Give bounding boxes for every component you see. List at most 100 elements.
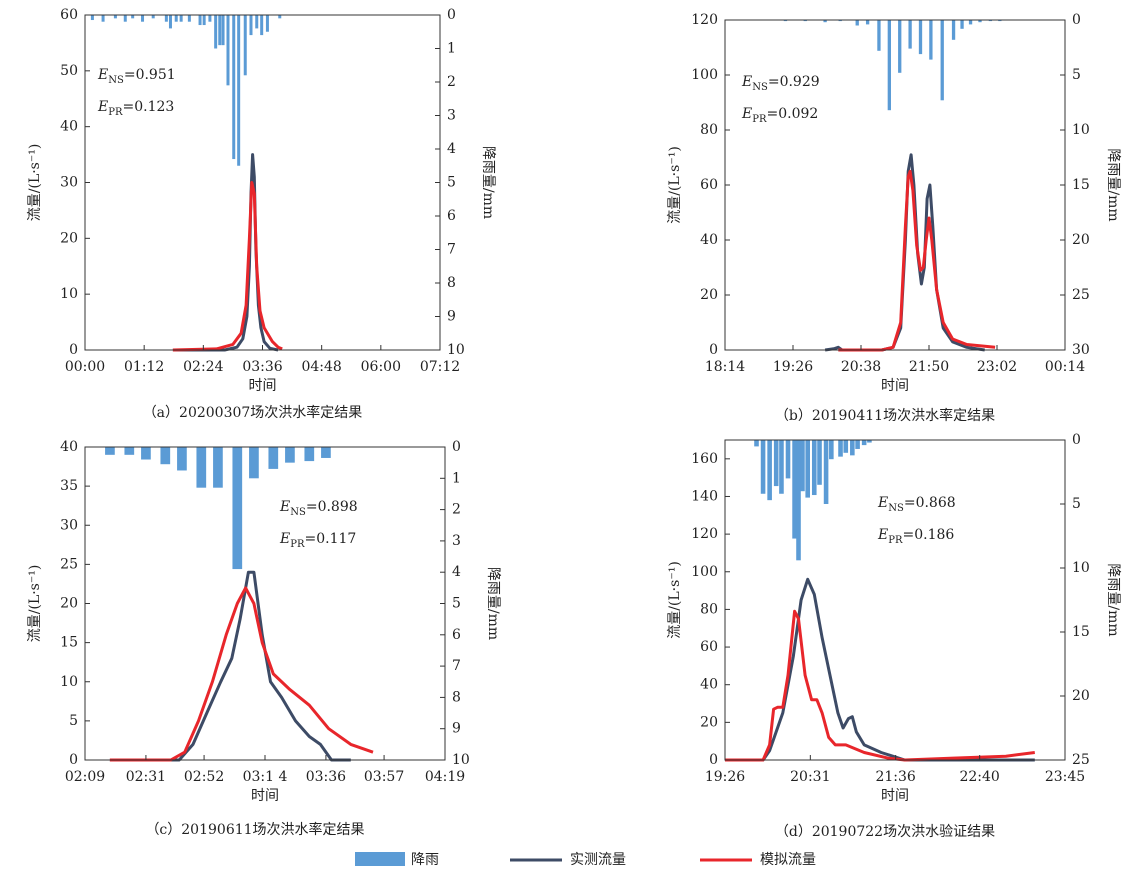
panel: 00:00 01:12 02:24 03:36 04:48 06:00 07:1201020… <box>27 7 496 421</box>
rain-bar <box>202 15 206 26</box>
x-tick-label: 02:31 <box>126 769 166 785</box>
caption: （c）20190611场次洪水率定结果 <box>145 821 364 838</box>
y-tick-label: 20 <box>60 230 78 246</box>
legend-label: 降雨 <box>411 852 439 868</box>
y2-tick-label: 9 <box>452 721 461 737</box>
rain-bar <box>226 15 230 86</box>
y2-tick-label: 8 <box>452 689 461 705</box>
y-axis-label: 流量/(L·s⁻¹) <box>27 565 43 643</box>
rain-bar <box>855 440 860 449</box>
y2-tick-label: 7 <box>452 658 461 674</box>
y-tick-label: 120 <box>691 526 718 542</box>
y-tick-label: 0 <box>69 342 78 358</box>
rain-bar <box>124 447 135 455</box>
y-tick-label: 0 <box>709 752 718 768</box>
rain-bar <box>268 447 279 469</box>
rain-bar <box>237 15 241 166</box>
x-tick-label: 02:24 <box>183 359 223 375</box>
rain-bar <box>164 15 168 22</box>
y2-tick-label: 0 <box>1072 12 1081 28</box>
annotation: ENS=0.898 <box>279 499 358 518</box>
rain-bar <box>811 440 817 496</box>
y2-tick-label: 1 <box>447 41 456 57</box>
y-tick-label: 0 <box>709 342 718 358</box>
flow-line <box>725 609 1035 762</box>
rain-bar <box>823 440 829 504</box>
annotation: ENS=0.868 <box>877 495 956 514</box>
y2-axis-label: 降雨量/mm <box>480 146 496 219</box>
y-tick-label: 5 <box>69 713 78 729</box>
caption: （d）20190722场次洪水验证结果 <box>775 824 995 840</box>
y-tick-label: 40 <box>60 119 78 135</box>
rain-bar <box>767 440 772 501</box>
rain-bar <box>785 440 791 479</box>
y-tick-label: 20 <box>60 596 78 612</box>
y-tick-label: 10 <box>60 674 78 690</box>
flow-line <box>109 570 351 762</box>
annotation-value: =0.929 <box>768 74 820 90</box>
rain-bar <box>803 20 807 22</box>
y-tick-label: 120 <box>691 12 718 28</box>
rain-bar <box>90 15 94 21</box>
y2-tick-label: 4 <box>452 564 461 580</box>
x-tick-label: 18:14 <box>705 359 745 375</box>
y-tick-label: 25 <box>60 556 78 572</box>
rain-bar <box>800 440 805 492</box>
rain-bar <box>168 15 172 29</box>
y-tick-label: 100 <box>691 67 718 83</box>
y-tick-label: 160 <box>691 451 718 467</box>
y2-tick-label: 5 <box>447 175 456 191</box>
legend-swatch <box>355 852 405 866</box>
y2-tick-label: 20 <box>1072 688 1090 704</box>
y2-tick-label: 2 <box>452 502 461 518</box>
y2-axis-label: 降雨量/mm <box>485 567 501 640</box>
plot-frame <box>84 14 441 351</box>
flow-line <box>838 169 996 352</box>
annotation: ENS=0.951 <box>97 67 176 86</box>
y-axis-label: 流量/(L·s⁻¹) <box>27 144 43 222</box>
y-tick-label: 80 <box>700 122 718 138</box>
rain-bar <box>838 440 843 457</box>
y2-tick-label: 20 <box>1072 232 1090 248</box>
annotation-value: =0.123 <box>123 99 175 115</box>
rain-bar <box>113 15 117 19</box>
rain-bar <box>792 440 797 539</box>
rain-bar <box>260 15 264 36</box>
rain-bar <box>101 15 105 22</box>
y2-tick-label: 5 <box>1072 67 1081 83</box>
x-tick-label: 02:09 <box>65 769 105 785</box>
x-tick-label: 02:52 <box>184 769 224 785</box>
rain-bar <box>754 440 759 447</box>
y2-tick-label: 30 <box>1072 342 1090 358</box>
annotation: EPR=0.117 <box>279 531 356 550</box>
x-tick-label: 20:38 <box>841 359 881 375</box>
rain-bar <box>174 15 178 22</box>
rain-bar <box>213 447 223 488</box>
annotation-value: =0.898 <box>306 499 358 515</box>
rain-bar <box>951 20 956 40</box>
y-tick-label: 40 <box>60 439 78 455</box>
rain-bar <box>141 447 151 460</box>
rain-bar <box>179 15 183 22</box>
flow-line <box>725 577 1035 762</box>
flow-line <box>109 586 374 762</box>
x-tick-label: 04:19 <box>425 769 465 785</box>
y2-tick-label: 2 <box>447 74 456 90</box>
rain-bar <box>160 447 171 465</box>
annotation-symbol: E <box>97 67 108 83</box>
rain-bar <box>865 20 870 25</box>
x-tick-label: 22:40 <box>959 769 999 785</box>
rain-bar <box>249 15 253 36</box>
x-axis-label: 时间 <box>881 378 909 394</box>
y2-tick-label: 1 <box>452 470 461 486</box>
annotation: EPR=0.186 <box>877 527 954 546</box>
rain-bar <box>151 15 155 19</box>
x-tick-label: 03:36 <box>242 359 282 375</box>
rain-bar <box>867 440 872 443</box>
y-tick-label: 30 <box>60 517 78 533</box>
rain-bar <box>978 20 982 23</box>
y2-tick-label: 5 <box>1072 496 1081 512</box>
rain-bar <box>131 15 135 19</box>
rain-bar <box>843 440 849 453</box>
